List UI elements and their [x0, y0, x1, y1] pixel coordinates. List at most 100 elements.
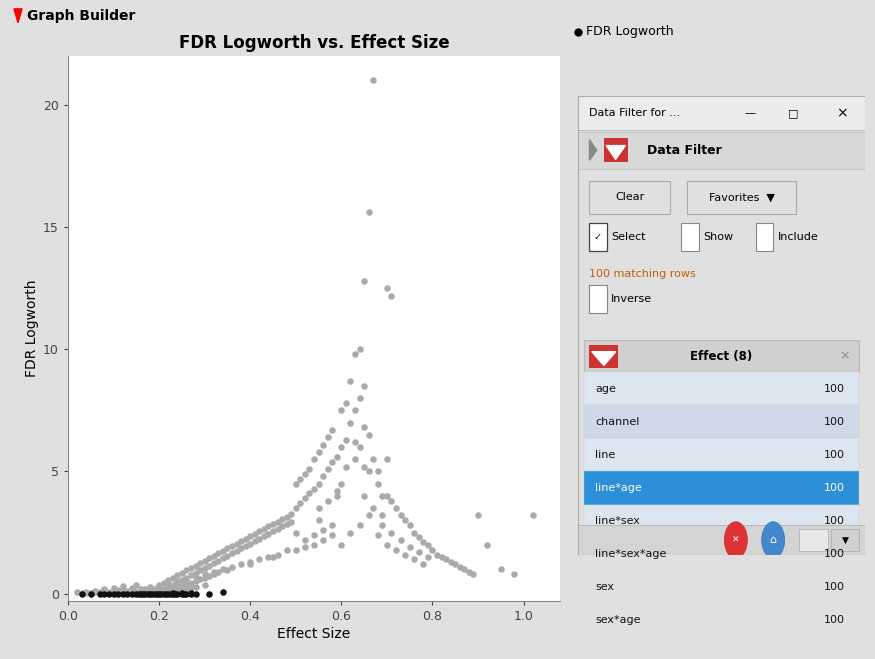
Point	[102, 587, 116, 597]
Point	[184, 577, 198, 588]
Point	[320, 432, 334, 443]
Point	[157, 583, 171, 594]
Point	[361, 510, 375, 521]
Point	[384, 290, 398, 301]
Bar	[578, 96, 865, 130]
Point	[252, 554, 266, 565]
Point	[157, 577, 171, 588]
Point	[152, 581, 166, 592]
Text: Data Filter: Data Filter	[647, 144, 722, 157]
Point	[344, 527, 358, 538]
Point	[266, 552, 280, 562]
Point	[289, 544, 303, 555]
Point	[425, 544, 439, 555]
Point	[243, 559, 257, 569]
Bar	[578, 132, 865, 169]
Point	[348, 437, 362, 447]
Text: ▼: ▼	[842, 536, 849, 544]
Point	[275, 521, 289, 532]
Point	[116, 585, 130, 596]
Point	[152, 587, 166, 598]
Point	[466, 569, 480, 579]
Point	[143, 587, 157, 598]
Point	[316, 471, 330, 482]
Point	[262, 552, 276, 562]
Point	[243, 557, 257, 567]
Point	[412, 547, 426, 558]
Text: 100: 100	[824, 516, 845, 526]
Point	[161, 579, 175, 589]
Point	[171, 587, 185, 598]
Point	[444, 557, 458, 567]
Point	[152, 580, 166, 590]
Point	[307, 454, 321, 465]
Point	[141, 588, 155, 599]
Point	[179, 588, 193, 599]
Point	[380, 283, 394, 293]
Point	[507, 569, 522, 579]
Point	[161, 588, 175, 599]
Point	[157, 587, 171, 597]
Point	[188, 571, 202, 582]
Text: 100: 100	[824, 417, 845, 427]
Text: Include: Include	[778, 232, 818, 242]
Point	[171, 586, 185, 596]
Bar	[756, 223, 774, 250]
Point	[143, 588, 157, 599]
Point	[412, 532, 426, 543]
Text: 100: 100	[824, 384, 845, 394]
Point	[93, 587, 107, 598]
Text: ✕: ✕	[732, 536, 739, 544]
Bar	[584, 340, 859, 372]
Point	[157, 588, 171, 599]
Point	[175, 585, 189, 595]
Point	[212, 548, 226, 559]
Point	[102, 588, 116, 599]
Point	[154, 588, 168, 599]
Point	[289, 478, 303, 489]
Bar	[584, 372, 859, 405]
Point	[270, 550, 284, 560]
Point	[138, 588, 152, 599]
Point	[220, 550, 234, 561]
Point	[175, 587, 189, 598]
Point	[262, 521, 276, 532]
Point	[216, 546, 230, 556]
Point	[184, 563, 198, 573]
Point	[407, 554, 421, 565]
Point	[193, 574, 207, 585]
Title: FDR Logworth vs. Effect Size: FDR Logworth vs. Effect Size	[178, 34, 450, 51]
Point	[348, 349, 362, 359]
Text: 100: 100	[824, 549, 845, 559]
Bar	[799, 529, 828, 552]
Point	[171, 583, 185, 594]
Point	[320, 496, 334, 506]
Point	[206, 566, 220, 577]
Point	[198, 580, 212, 590]
Point	[361, 430, 375, 440]
Point	[130, 580, 144, 590]
Point	[334, 405, 348, 416]
Point	[248, 529, 262, 539]
Text: 100: 100	[824, 483, 845, 493]
Point	[293, 498, 307, 509]
Point	[334, 442, 348, 452]
Point	[171, 576, 185, 587]
Point	[289, 527, 303, 538]
Point	[171, 570, 185, 581]
Point	[165, 588, 179, 599]
Point	[216, 587, 230, 598]
Point	[462, 566, 476, 577]
FancyBboxPatch shape	[590, 651, 676, 659]
Point	[80, 587, 94, 597]
Point	[225, 541, 239, 552]
Point	[307, 483, 321, 494]
Point	[97, 584, 111, 594]
Point	[131, 588, 145, 599]
Point	[179, 579, 193, 590]
Point	[280, 519, 294, 529]
Point	[262, 529, 276, 539]
Point	[130, 588, 144, 599]
Point	[188, 581, 202, 592]
Text: sex*age: sex*age	[595, 616, 640, 625]
